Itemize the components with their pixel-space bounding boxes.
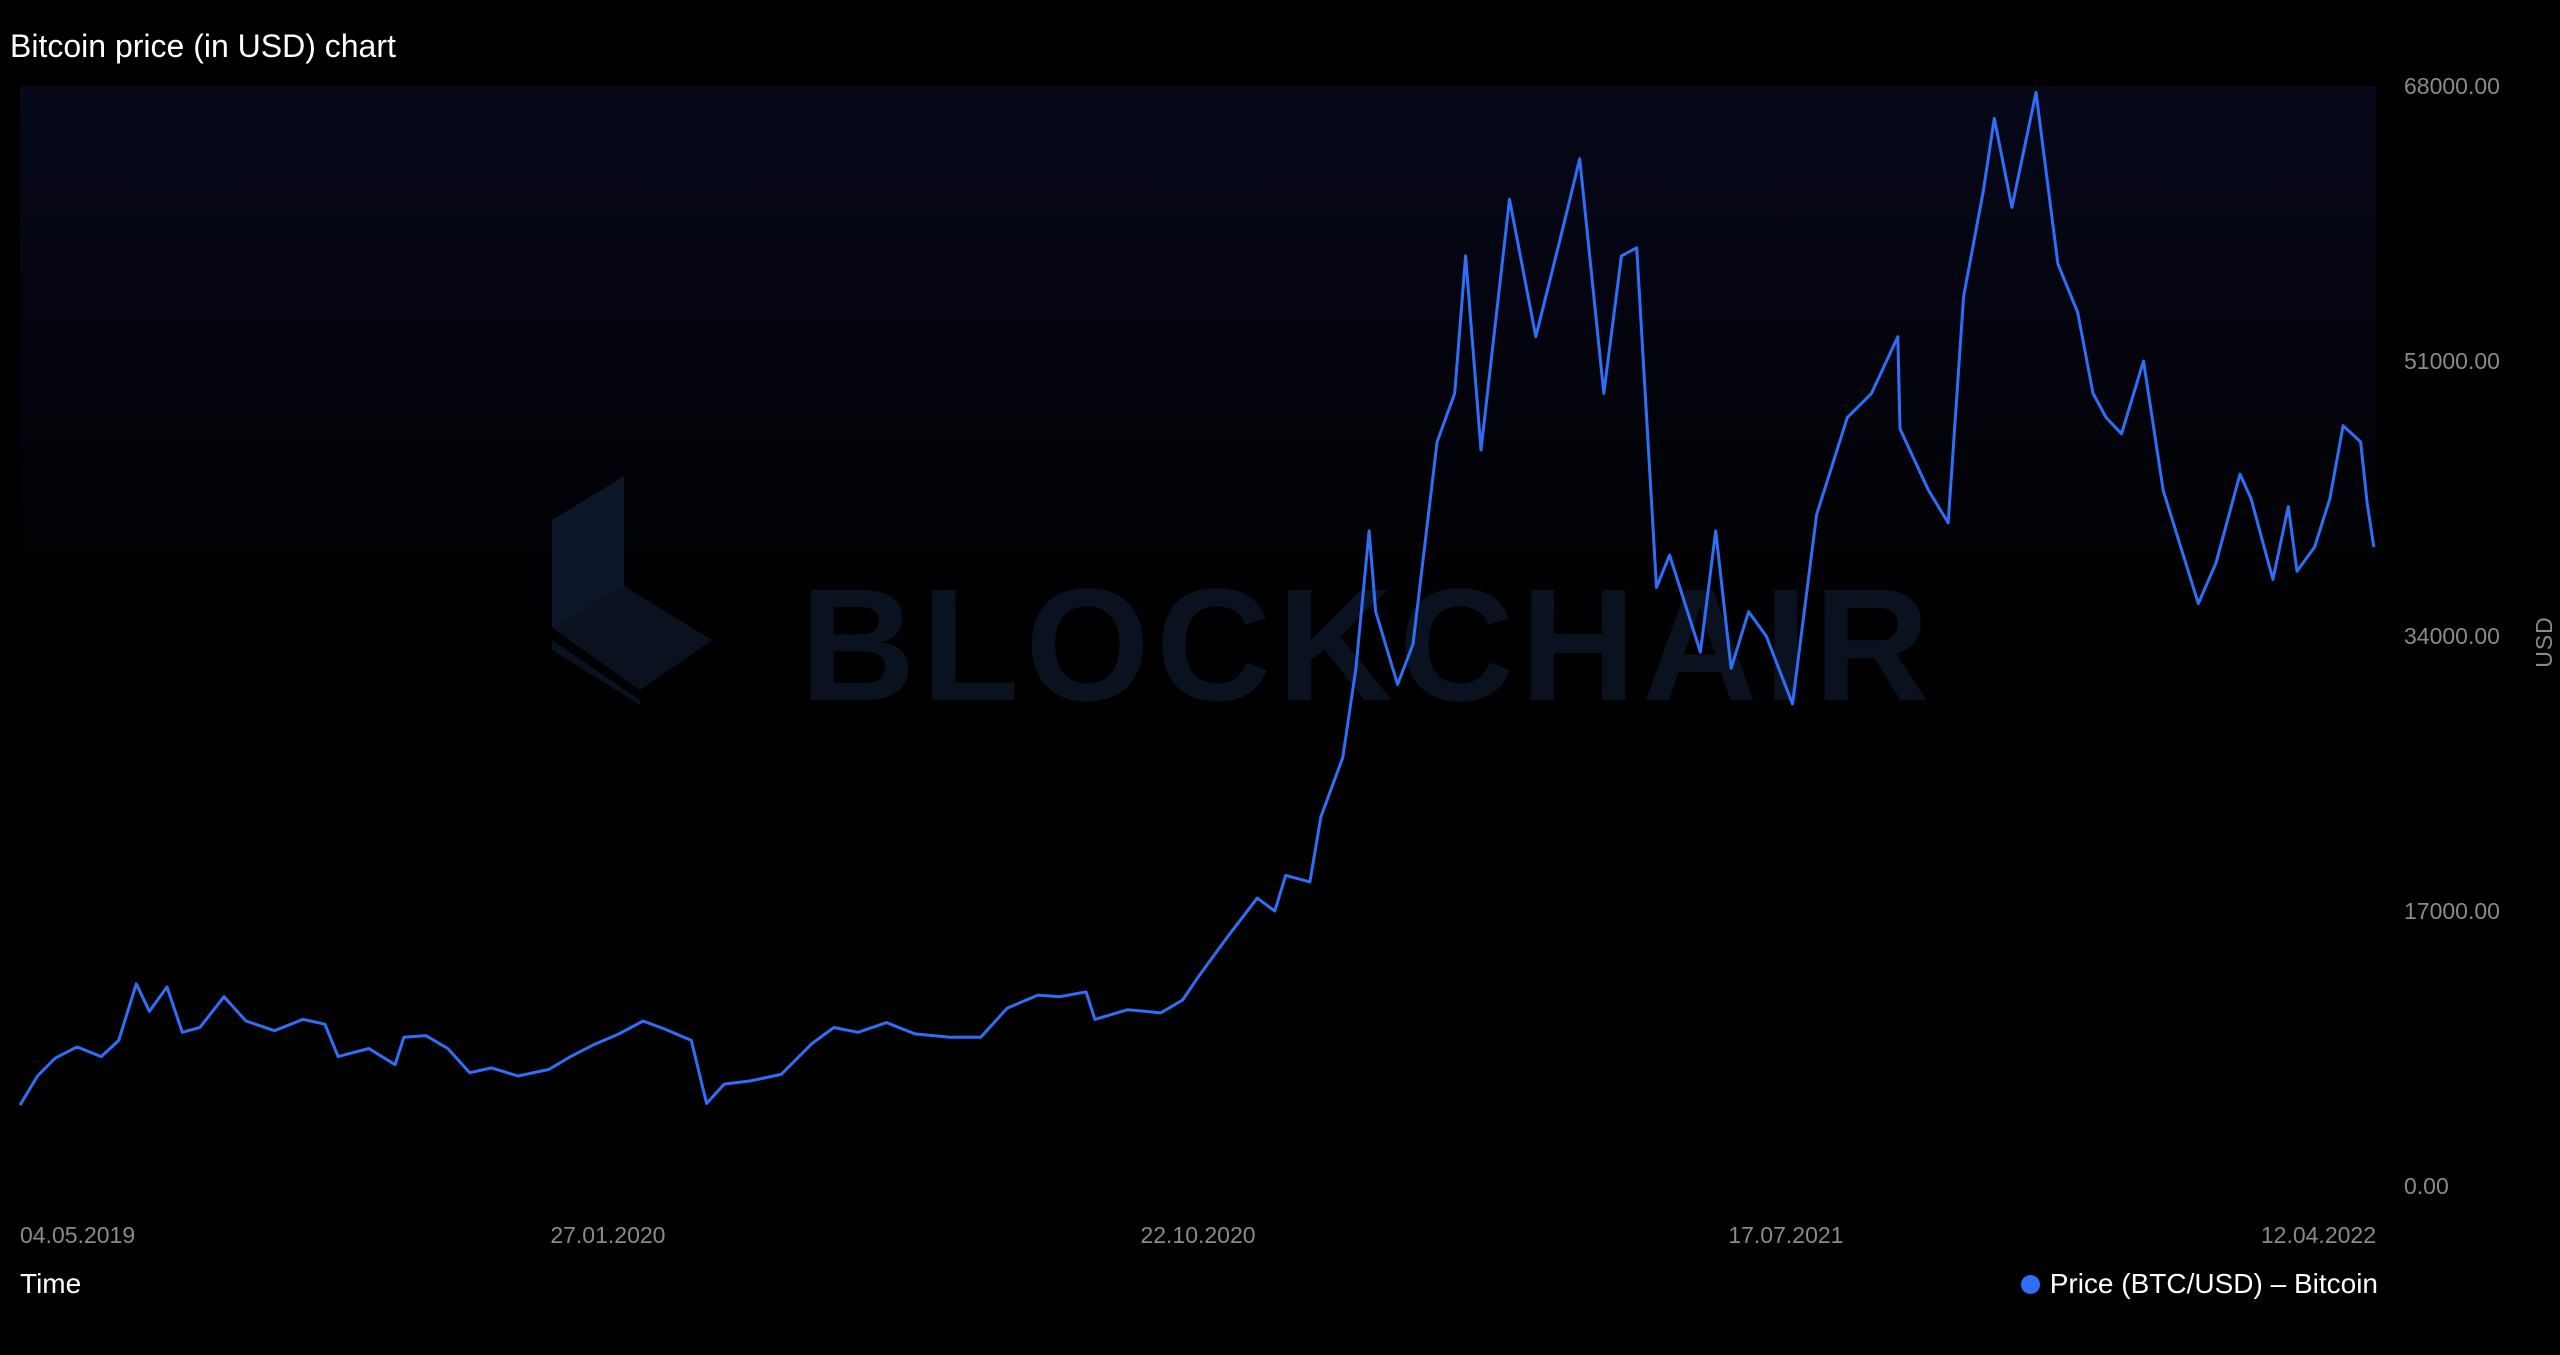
- watermark-shape: [552, 586, 712, 690]
- legend-series-dot: [2020, 1274, 2040, 1294]
- watermark-shape: [552, 640, 640, 705]
- x-axis-label: Time: [20, 1268, 82, 1299]
- legend-series-label: Price (BTC/USD) – Bitcoin: [2049, 1268, 2378, 1299]
- watermark-text: BLOCKCHAIR: [800, 555, 1935, 734]
- y-axis-label: USD: [2531, 616, 2557, 668]
- x-tick-label: 22.10.2020: [1140, 1222, 1255, 1248]
- x-axis-ticks: 04.05.2019 27.01.2020 22.10.2020 17.07.2021…: [20, 1222, 2376, 1248]
- y-tick-label: 68000.00: [2404, 73, 2500, 99]
- y-tick-label: 51000.00: [2404, 348, 2500, 374]
- y-axis-ticks: 0.00 17000.00 34000.00 51000.00 68000.00: [2404, 73, 2500, 1199]
- legend[interactable]: Price (BTC/USD) – Bitcoin: [2020, 1268, 2378, 1300]
- chart-title: Bitcoin price (in USD) chart: [10, 28, 396, 64]
- x-tick-label: 12.04.2022: [2261, 1222, 2376, 1248]
- x-tick-label: 04.05.2019: [20, 1222, 135, 1248]
- x-tick-label: 17.07.2021: [1728, 1222, 1843, 1248]
- series-layer: [18, 91, 2376, 1106]
- blockchair-logo-icon: [552, 476, 712, 705]
- x-tick-label: 27.01.2020: [550, 1222, 665, 1248]
- plot-background: [20, 86, 2376, 646]
- series-line-0[interactable]: [18, 91, 2376, 1106]
- y-tick-label: 34000.00: [2404, 623, 2500, 649]
- watermark-shape: [552, 476, 624, 628]
- y-tick-label: 0.00: [2404, 1173, 2449, 1199]
- y-tick-label: 17000.00: [2404, 898, 2500, 924]
